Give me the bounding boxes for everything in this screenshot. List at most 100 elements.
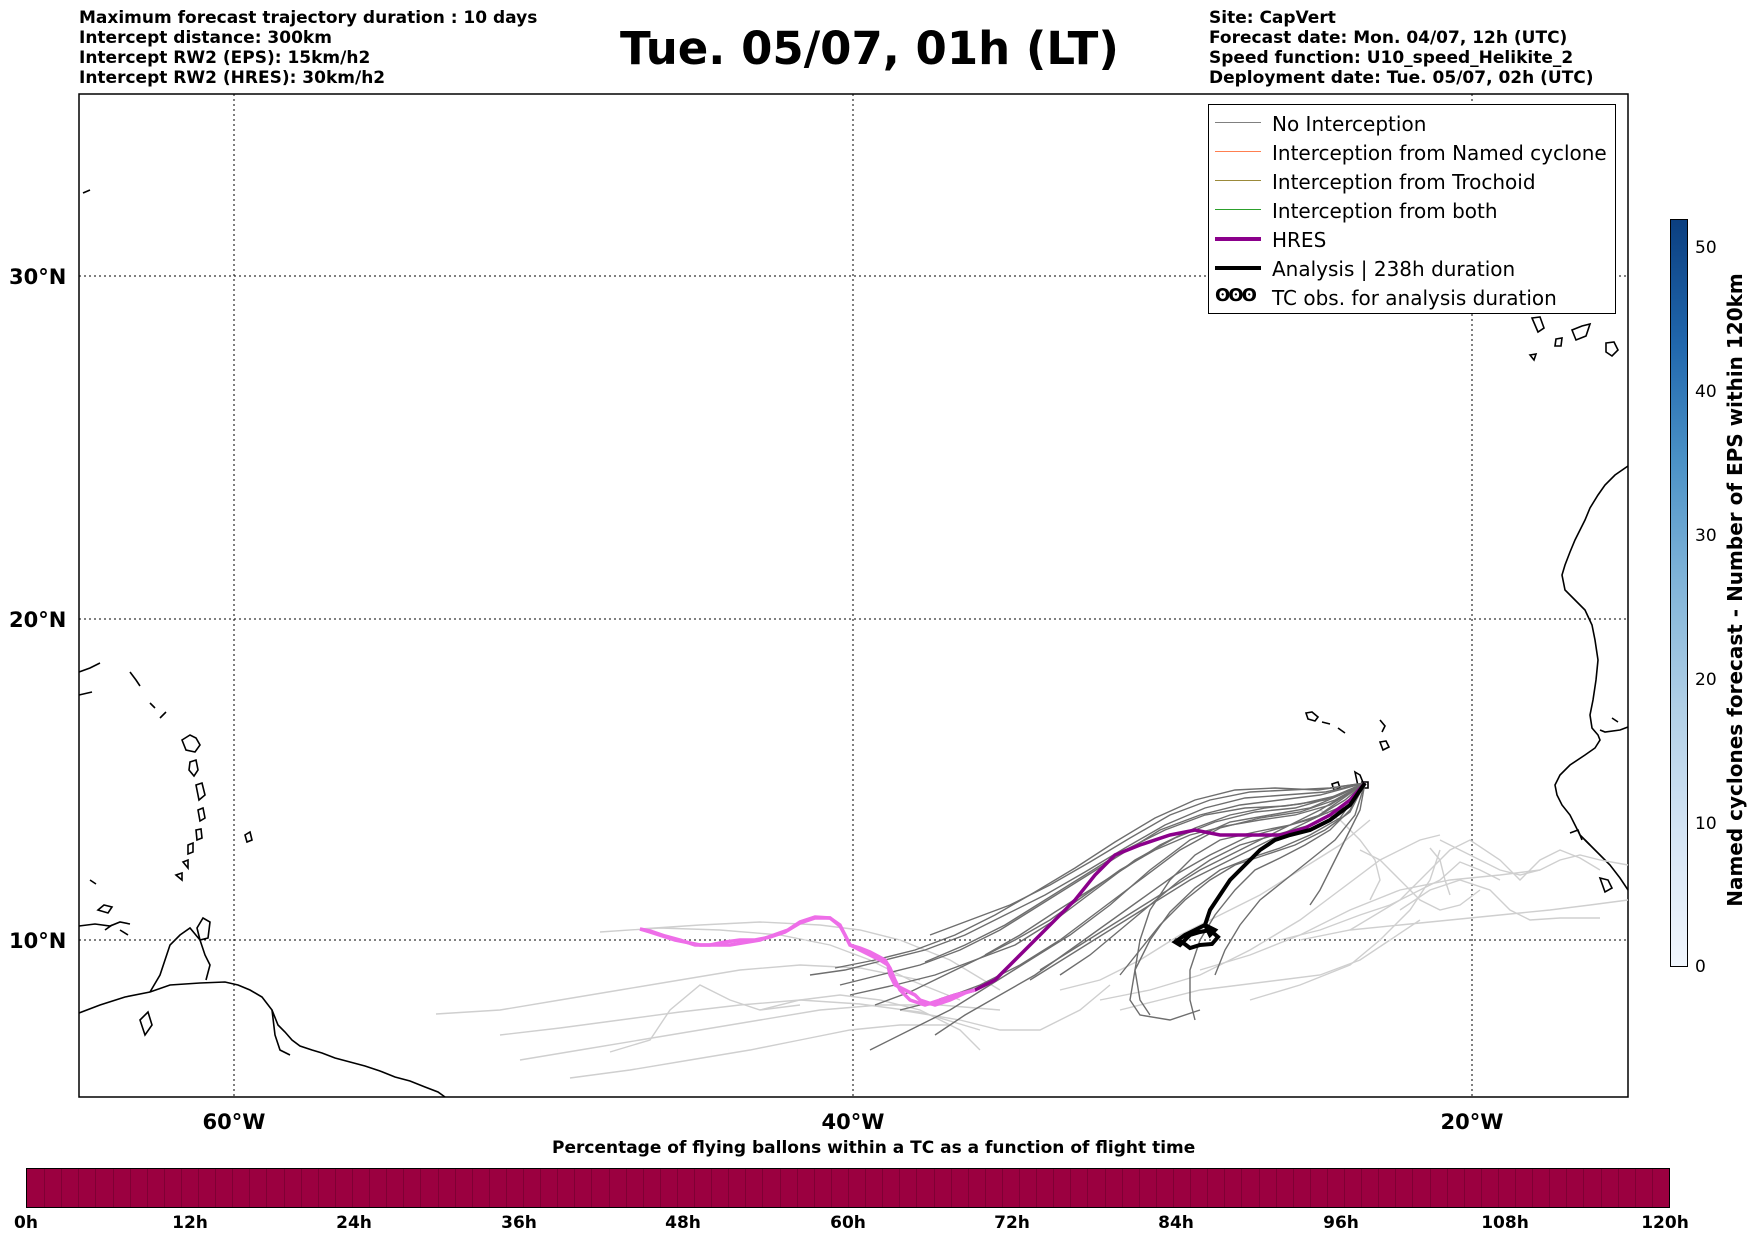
colorbar-divider xyxy=(300,1169,302,1207)
header-left-info: Maximum forecast trajectory duration : 1… xyxy=(79,8,537,88)
tc-symbol-icon: ʘʘʘ xyxy=(1215,285,1257,306)
colorbar-divider xyxy=(1292,1169,1294,1207)
colorbar-divider xyxy=(232,1169,234,1207)
lon-label-60w: 60°W xyxy=(203,1110,266,1134)
colorbar-divider xyxy=(694,1169,696,1207)
intercept-hres-text: Intercept RW2 (HRES): 30km/h2 xyxy=(79,68,386,88)
coastlines xyxy=(78,189,1629,1098)
colorbar-divider xyxy=(1651,1169,1653,1207)
colorbar-divider xyxy=(1241,1169,1243,1207)
bottom-colorbar-tick: 96h xyxy=(1323,1213,1359,1233)
lat-label-30n: 30°N xyxy=(9,265,66,289)
colorbar-divider xyxy=(984,1169,986,1207)
forecast-date-text: Forecast date: Mon. 04/07, 12h (UTC) xyxy=(1209,28,1568,48)
colorbar-divider xyxy=(950,1169,952,1207)
legend-label: Analysis | 238h duration xyxy=(1272,257,1516,281)
colorbar-divider xyxy=(1463,1169,1465,1207)
legend-line-no-interception xyxy=(1215,122,1261,123)
colorbar-divider xyxy=(967,1169,969,1207)
colorbar-divider xyxy=(1412,1169,1414,1207)
right-colorbar-label: Named cyclones forecast - Number of EPS … xyxy=(1723,273,1747,907)
colorbar-divider xyxy=(625,1169,627,1207)
colorbar-divider xyxy=(1515,1169,1517,1207)
colorbar-divider xyxy=(659,1169,661,1207)
colorbar-divider xyxy=(283,1169,285,1207)
right-colorbar-tick: 40 xyxy=(1695,382,1717,402)
colorbar-divider xyxy=(78,1169,80,1207)
colorbar-divider xyxy=(44,1169,46,1207)
colorbar-divider xyxy=(796,1169,798,1207)
colorbar-divider xyxy=(916,1169,918,1207)
bottom-colorbar-tick: 72h xyxy=(994,1213,1030,1233)
bottom-colorbar-tick: 84h xyxy=(1158,1213,1194,1233)
colorbar-divider xyxy=(540,1169,542,1207)
colorbar-divider xyxy=(1378,1169,1380,1207)
legend-label: Interception from both xyxy=(1272,199,1498,223)
right-colorbar-tick: 0 xyxy=(1695,957,1706,977)
bottom-colorbar-tick: 24h xyxy=(336,1213,372,1233)
map-legend: No Interception Interception from Named … xyxy=(1208,104,1616,314)
colorbar-divider xyxy=(1566,1169,1568,1207)
bottom-colorbar-tick: 0h xyxy=(14,1213,38,1233)
colorbar-divider xyxy=(830,1169,832,1207)
legend-item-hres: HRES xyxy=(1209,225,1615,254)
colorbar-divider xyxy=(1446,1169,1448,1207)
colorbar-divider xyxy=(1138,1169,1140,1207)
colorbar-divider xyxy=(574,1169,576,1207)
colorbar-divider xyxy=(1155,1169,1157,1207)
bottom-colorbar-tick: 48h xyxy=(665,1213,701,1233)
colorbar-divider xyxy=(249,1169,251,1207)
colorbar-divider xyxy=(848,1169,849,1207)
colorbar-divider xyxy=(1001,1169,1003,1207)
colorbar-divider xyxy=(745,1169,747,1207)
colorbar-divider xyxy=(676,1169,678,1207)
colorbar-divider xyxy=(1070,1169,1072,1207)
legend-item-both: Interception from both xyxy=(1209,196,1615,225)
lon-label-20w: 20°W xyxy=(1441,1110,1504,1134)
colorbar-divider xyxy=(762,1169,764,1207)
max-duration-text: Maximum forecast trajectory duration : 1… xyxy=(79,8,538,28)
colorbar-divider xyxy=(488,1169,490,1207)
deployment-date-text: Deployment date: Tue. 05/07, 02h (UTC) xyxy=(1209,68,1594,88)
legend-line-analysis xyxy=(1215,266,1261,270)
colorbar-divider xyxy=(420,1169,422,1207)
colorbar-divider xyxy=(1019,1169,1021,1207)
legend-line-named-cyclone xyxy=(1215,151,1261,152)
colorbar-divider xyxy=(180,1169,182,1207)
legend-item-named-cyclone: Interception from Named cyclone xyxy=(1209,138,1615,167)
colorbar-divider xyxy=(351,1169,353,1207)
colorbar-divider xyxy=(129,1169,131,1207)
lon-label-40w: 40°W xyxy=(822,1110,885,1134)
colorbar-divider xyxy=(471,1169,473,1207)
eps-dark-tracks xyxy=(809,782,1366,1051)
legend-item-trochoid: Interception from Trochoid xyxy=(1209,167,1615,196)
legend-label: No Interception xyxy=(1272,112,1427,136)
bottom-colorbar-title: Percentage of flying ballons within a TC… xyxy=(552,1138,1196,1158)
bottom-colorbar-tick: 36h xyxy=(501,1213,537,1233)
colorbar-divider xyxy=(403,1169,405,1207)
colorbar-divider xyxy=(95,1169,97,1207)
bottom-colorbar-tick: 120h xyxy=(1641,1213,1689,1233)
colorbar-divider xyxy=(1036,1169,1038,1207)
colorbar-divider xyxy=(1190,1169,1192,1207)
bottom-colorbar-tick: 108h xyxy=(1481,1213,1529,1233)
colorbar-divider xyxy=(266,1169,268,1207)
colorbar-divider xyxy=(523,1169,525,1207)
right-colorbar-tick: 50 xyxy=(1695,238,1717,258)
bottom-colorbar-tick: 60h xyxy=(830,1213,866,1233)
legend-line-both xyxy=(1215,209,1261,210)
colorbar-divider xyxy=(1532,1169,1534,1207)
colorbar-divider xyxy=(198,1169,200,1207)
colorbar-divider xyxy=(1344,1169,1346,1207)
colorbar-divider xyxy=(454,1169,456,1207)
speed-function-text: Speed function: U10_speed_Helikite_2 xyxy=(1209,48,1574,68)
colorbar-divider xyxy=(933,1169,935,1207)
colorbar-divider xyxy=(215,1169,217,1207)
colorbar-divider xyxy=(608,1169,610,1207)
colorbar-divider xyxy=(1258,1169,1260,1207)
legend-label: TC obs. for analysis duration xyxy=(1272,286,1557,310)
legend-line-trochoid xyxy=(1215,180,1261,181)
colorbar-divider xyxy=(728,1169,730,1207)
colorbar-divider xyxy=(865,1169,867,1207)
